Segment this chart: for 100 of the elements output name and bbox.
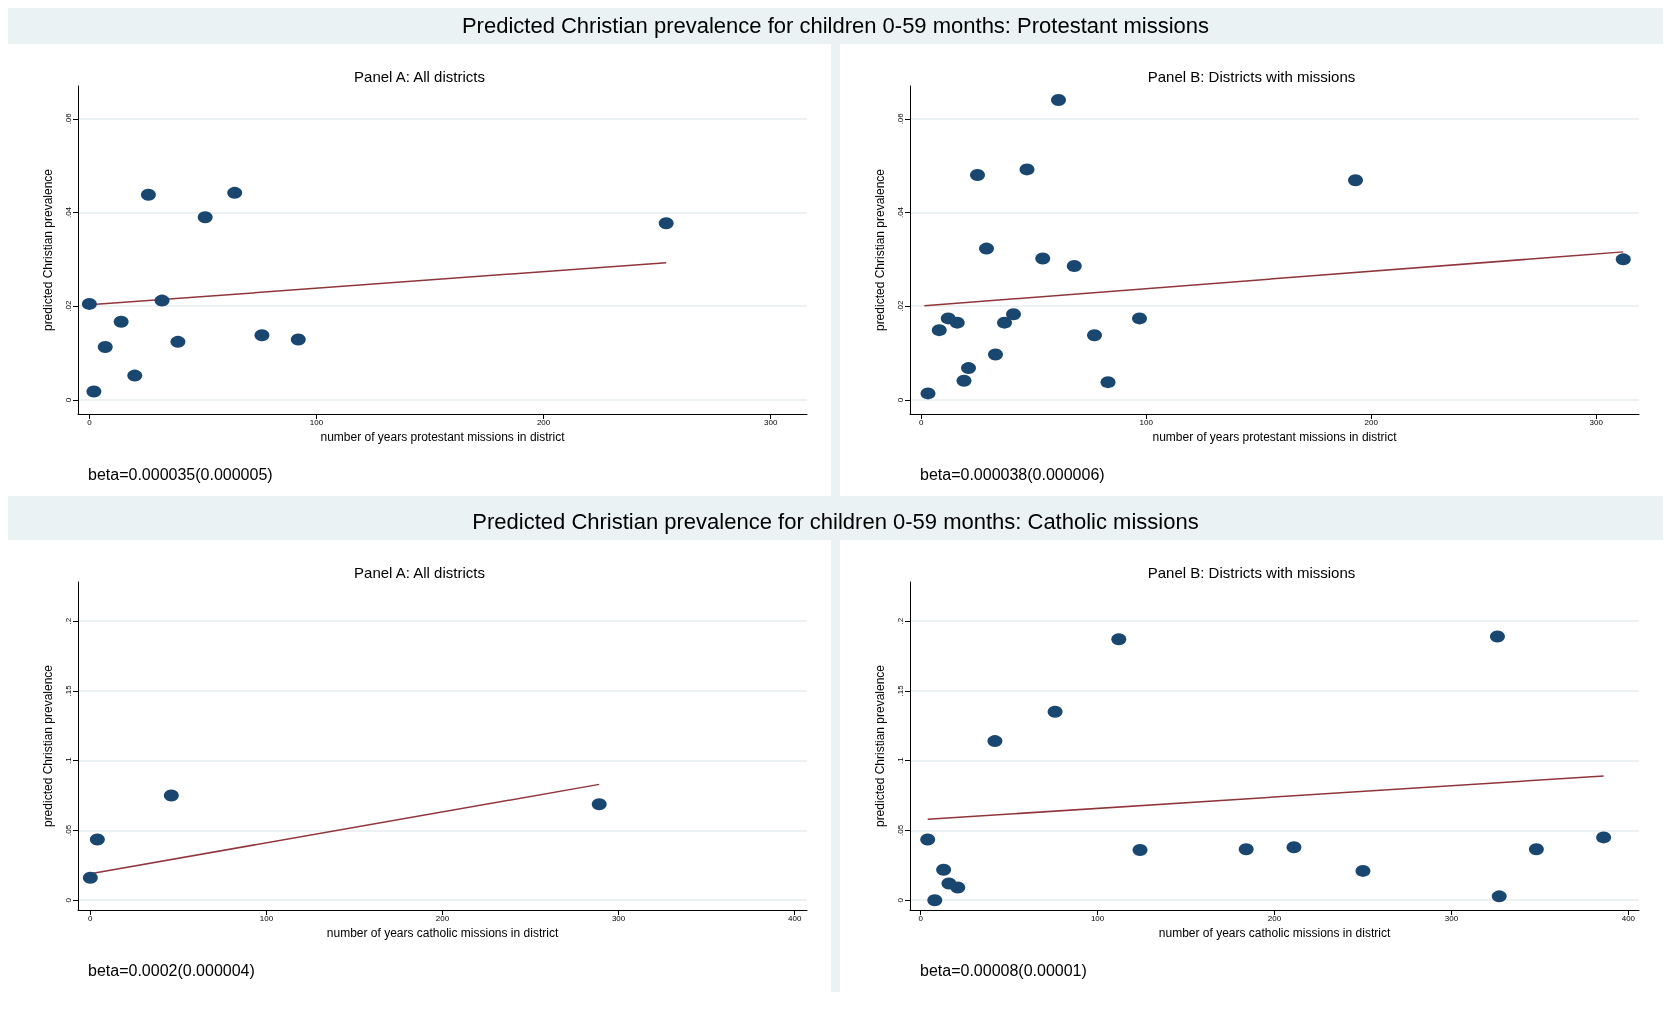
x-tick-label: 300 <box>763 417 778 427</box>
point <box>127 369 143 382</box>
chart-subtitle: Predicted Christian prevalence for children 0-59 months: Protestant missions <box>460 12 1211 40</box>
point <box>950 881 966 894</box>
x-tick-label: 100 <box>259 913 274 923</box>
point <box>956 374 972 387</box>
text: beta=0.0002(0.000004) <box>88 961 255 979</box>
x-tick-label: 0 <box>88 913 94 923</box>
point <box>927 894 943 907</box>
point <box>81 297 97 310</box>
y-tick-label: .04 <box>895 206 905 219</box>
x-tick-label: 400 <box>1621 913 1636 923</box>
y-axis-title: predicted Christian prevalence <box>873 664 887 828</box>
point <box>658 217 674 230</box>
point <box>1035 252 1051 265</box>
point <box>170 335 186 348</box>
x-tick-label: 0 <box>87 417 93 427</box>
x-tick-label: 0 <box>918 913 924 923</box>
x-axis-title: number of years protestant missions in district <box>320 429 566 444</box>
point <box>1238 843 1254 856</box>
y-tick-label: .1 <box>63 756 73 764</box>
point <box>154 294 170 307</box>
y-tick-label: .05 <box>63 824 73 837</box>
point <box>920 833 936 846</box>
x-tick-label: 200 <box>536 417 551 427</box>
y-tick-label: .06 <box>895 112 905 125</box>
point <box>89 833 105 846</box>
point <box>920 387 936 400</box>
point <box>1111 633 1127 646</box>
chart-title: Panel B: Districts with missions <box>1147 68 1356 85</box>
y-tick-label: 0 <box>63 397 73 403</box>
point <box>1047 705 1063 718</box>
y-tick-label: .15 <box>895 684 905 697</box>
point <box>931 324 947 337</box>
point <box>1132 312 1147 325</box>
point <box>1100 376 1116 389</box>
point <box>1348 174 1363 187</box>
point <box>163 789 179 802</box>
chart-subtitle: Predicted Christian prevalence for children 0-59 months: Catholic missions <box>471 508 1200 536</box>
point <box>949 316 965 329</box>
y-tick-label: 0 <box>63 897 73 903</box>
text: beta=0.000035(0.000005) <box>88 465 273 483</box>
x-tick-label: 400 <box>787 913 802 923</box>
point <box>1355 864 1371 877</box>
y-tick-label: .1 <box>895 756 905 764</box>
y-tick-label: .04 <box>63 206 73 219</box>
point <box>82 871 98 884</box>
y-tick-label: 0 <box>895 897 905 903</box>
point <box>1051 94 1066 107</box>
point <box>961 362 976 375</box>
y-tick-label: .06 <box>63 112 73 125</box>
x-tick-label: 100 <box>1139 417 1154 427</box>
x-tick-label: 0 <box>919 417 925 427</box>
x-tick-label: 300 <box>611 913 626 923</box>
y-tick-label: .02 <box>63 300 73 312</box>
point <box>227 186 243 199</box>
point <box>997 316 1012 329</box>
y-axis-title: predicted Christian prevalence <box>41 168 55 332</box>
x-tick-label: 100 <box>309 417 324 427</box>
x-tick-label: 200 <box>1364 417 1379 427</box>
point <box>97 341 113 353</box>
point <box>979 242 994 255</box>
point <box>1132 843 1148 856</box>
text: beta=0.000038(0.000006) <box>920 465 1105 483</box>
y-tick-label: .2 <box>895 617 905 625</box>
point <box>113 315 129 328</box>
point <box>1066 259 1082 272</box>
point <box>254 329 270 342</box>
x-axis-title: number of years catholic missions in district <box>326 925 559 940</box>
y-tick-label: .15 <box>63 684 73 697</box>
point <box>987 735 1003 748</box>
point <box>591 798 607 811</box>
x-tick-label: 200 <box>1267 913 1282 923</box>
text: beta=0.00008(0.00001) <box>920 961 1087 979</box>
point <box>970 169 985 182</box>
point <box>1087 329 1102 342</box>
y-tick-label: .05 <box>895 824 905 837</box>
y-tick-label: 0 <box>895 397 905 403</box>
x-axis-title: number of years protestant missions in district <box>1152 429 1398 444</box>
point <box>140 188 156 201</box>
x-tick-label: 200 <box>435 913 450 923</box>
chart-title: Panel A: All districts <box>354 68 485 85</box>
y-axis-title: predicted Christian prevalence <box>41 664 55 828</box>
x-tick-label: 300 <box>1589 417 1604 427</box>
chart-title: Panel A: All districts <box>354 564 485 581</box>
point <box>1596 831 1612 844</box>
x-tick-label: 100 <box>1090 913 1105 923</box>
x-tick-label: 300 <box>1444 913 1459 923</box>
point <box>1006 308 1021 321</box>
point <box>1489 630 1505 643</box>
point <box>1019 163 1035 176</box>
point <box>1528 843 1544 856</box>
point <box>86 385 102 398</box>
point <box>936 863 952 876</box>
point <box>1491 890 1507 903</box>
chart-title: Panel B: Districts with missions <box>1147 564 1356 581</box>
point <box>290 333 306 346</box>
y-tick-label: .2 <box>63 617 73 625</box>
point <box>1286 841 1302 854</box>
y-axis-title: predicted Christian prevalence <box>873 168 887 332</box>
